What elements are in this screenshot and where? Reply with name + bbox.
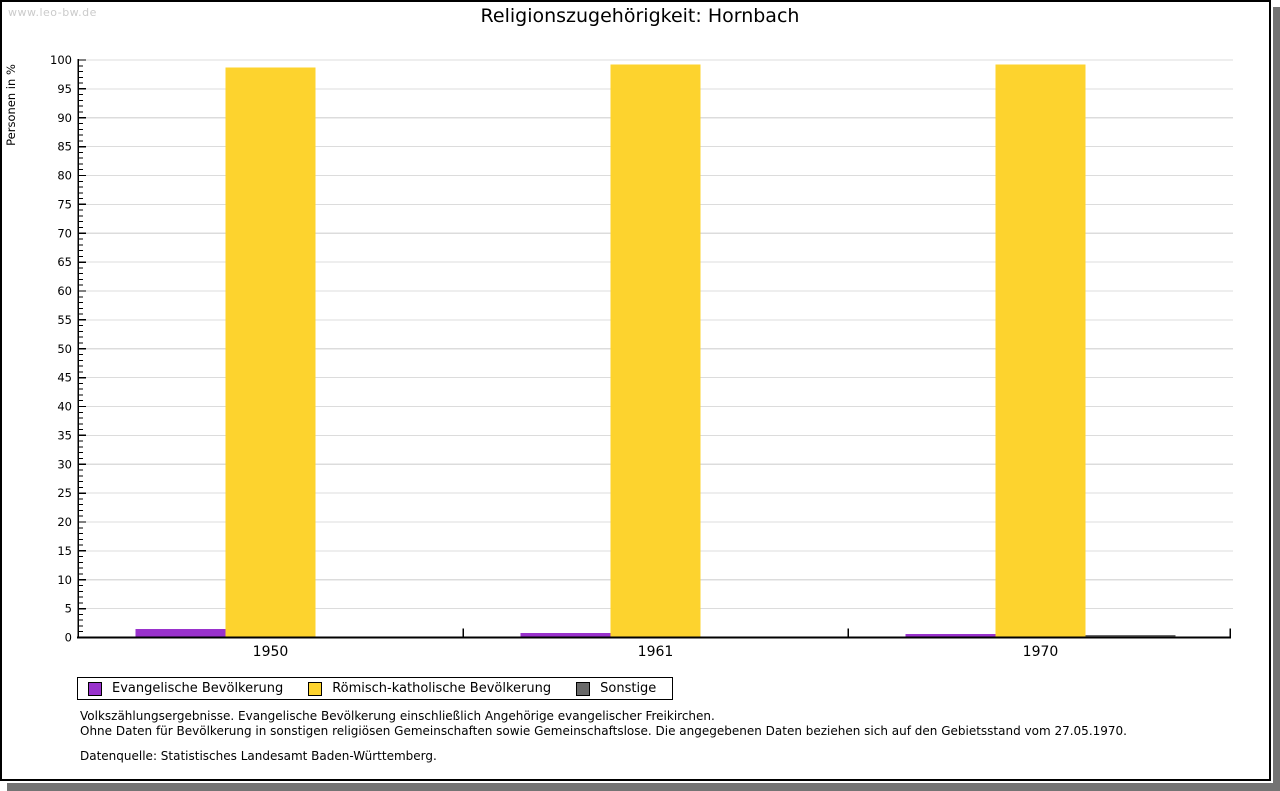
legend-label: Römisch-katholische Bevölkerung (332, 681, 552, 696)
y-tick-label: 55 (57, 313, 72, 327)
y-tick-label: 80 (57, 169, 72, 183)
footer-note-line: Volkszählungsergebnisse. Evangelische Be… (80, 709, 715, 723)
bar-chart: 0 5 10 15 20 25 30 35 40 45 50 55 60 65 70 75 80 85 90 95 10… (4, 53, 1233, 660)
legend-label: Evangelische Bevölkerung (112, 681, 284, 696)
y-tick-label: 40 (57, 400, 72, 414)
footer-notes: Volkszählungsergebnisse. Evangelische Be… (80, 709, 1230, 764)
y-tick-label: 45 (57, 371, 72, 385)
legend-item-2: Sonstige (576, 681, 656, 696)
y-tick-label: 25 (57, 486, 72, 500)
y-tick-label: 65 (57, 255, 72, 269)
y-axis-title: Personen in % (4, 64, 18, 146)
legend: Evangelische Bevölkerung Römisch-katholis… (77, 677, 674, 700)
watermark: www.leo-bw.de (8, 6, 97, 19)
footer-note-line: Ohne Daten für Bevölkerung in sonstigen … (80, 724, 1127, 738)
y-tick-label: 95 (57, 82, 72, 96)
legend-label: Sonstige (600, 681, 657, 696)
y-tick-label: 30 (57, 457, 72, 471)
y-tick-label: 35 (57, 428, 72, 442)
y-tick-label: 50 (57, 342, 72, 356)
bar-1970-0 (905, 634, 996, 638)
bar-1961-1 (610, 64, 701, 638)
y-tick-label: 90 (57, 111, 72, 125)
page-title: Religionszugehörigkeit: Hornbach (480, 5, 800, 27)
y-tick-label: 75 (57, 197, 72, 211)
y-tick-label: 60 (57, 284, 72, 298)
x-category-label: 1970 (1023, 644, 1059, 660)
y-tick-label: 100 (50, 53, 72, 67)
legend-swatch-icon (308, 681, 323, 696)
frame-shadow-bottom (7, 783, 1273, 791)
y-tick-label: 85 (57, 140, 72, 154)
bar-1950-0 (135, 628, 226, 638)
bar-1970-2 (1085, 635, 1176, 638)
bar-1970-1 (995, 64, 1086, 638)
frame-shadow-right (1273, 7, 1280, 791)
legend-item-1: Römisch-katholische Bevölkerung (308, 681, 551, 696)
legend-swatch-icon (576, 681, 591, 696)
y-tick-label: 10 (57, 573, 72, 587)
legend-item-0: Evangelische Bevölkerung (88, 681, 283, 696)
x-category-label: 1950 (253, 644, 289, 660)
data-source-line: Datenquelle: Statistisches Landesamt Bad… (80, 749, 437, 763)
bar-1950-1 (225, 67, 316, 638)
y-tick-label: 15 (57, 544, 72, 558)
y-tick-label: 70 (57, 226, 72, 240)
y-tick-label: 20 (57, 515, 72, 529)
legend-swatch-icon (88, 681, 102, 696)
bar-1961-0 (520, 632, 611, 638)
x-category-label: 1961 (638, 644, 674, 660)
y-tick-label: 0 (65, 631, 72, 645)
y-tick-label: 5 (65, 602, 72, 616)
